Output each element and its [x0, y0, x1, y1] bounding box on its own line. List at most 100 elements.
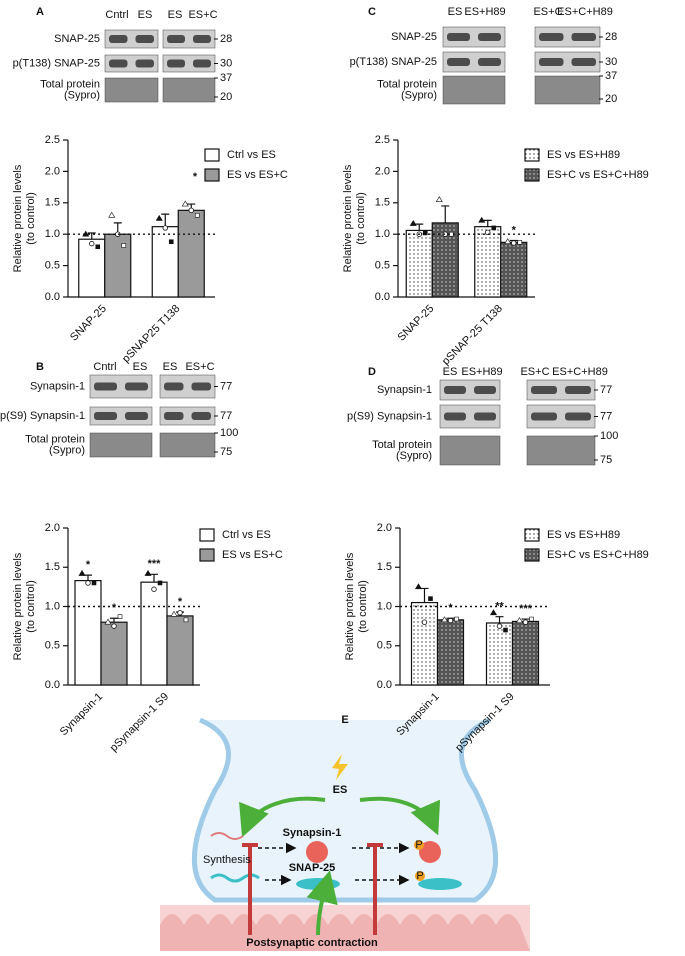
blot-image: [159, 432, 216, 458]
blot-band: [474, 412, 496, 421]
y-tick-label: 1.5: [377, 561, 392, 573]
significance: ***: [148, 558, 162, 570]
marker-label: 77: [220, 410, 232, 422]
legend-label: Ctrl vs ES: [227, 149, 276, 161]
protein-icon: [296, 878, 340, 890]
blot-band: [571, 58, 596, 66]
row-label: Total protein: [25, 433, 85, 445]
point: [170, 610, 178, 617]
point: [121, 243, 127, 248]
row-label: SNAP-25: [391, 31, 437, 43]
lane-label: ES: [138, 9, 153, 21]
blot-band: [474, 386, 496, 394]
process-label: Synthesis: [203, 854, 251, 866]
blot-image: [89, 374, 153, 399]
legend-swatch: [199, 548, 215, 562]
protein-icon: [418, 878, 462, 890]
point: [504, 238, 512, 245]
significance: ***: [519, 603, 533, 615]
point: [85, 580, 91, 586]
panel-letter: B: [36, 361, 44, 373]
point: [447, 617, 454, 624]
row-label: (Sypro): [49, 444, 85, 456]
point: [489, 609, 498, 616]
protein-icon: [306, 841, 328, 863]
blot-image: [439, 379, 501, 401]
error-bar: [441, 205, 450, 223]
x-tick-label: SNAP-25: [68, 303, 109, 344]
point: [181, 200, 189, 207]
lane-label: ES+C: [185, 361, 214, 373]
blot-band: [531, 412, 557, 421]
y-tick-label: 2.0: [45, 522, 60, 534]
lane-label: ES: [133, 361, 148, 373]
y-axis-label: (to control): [25, 192, 37, 245]
marker-label: 75: [600, 454, 612, 466]
lane-label: ES+C+H89: [552, 366, 608, 378]
lane-label: ES+C+H89: [557, 6, 613, 18]
row-label: Total protein: [377, 78, 437, 90]
arrow: [359, 796, 441, 836]
point: [78, 569, 86, 576]
significance: *: [112, 602, 117, 614]
panel-letter: C: [368, 6, 376, 18]
blot-band: [478, 58, 501, 66]
blot-band: [193, 35, 211, 43]
arrow: [306, 870, 338, 936]
y-tick-label: 0.0: [375, 291, 390, 303]
row-label: p(T138) SNAP-25: [350, 56, 437, 68]
protein-icon: [419, 841, 441, 863]
y-axis-label: Relative protein levels: [12, 164, 24, 272]
legend-swatch: [524, 548, 540, 562]
point: [188, 207, 194, 214]
legend-swatch: [204, 148, 220, 162]
bar: [78, 238, 106, 298]
row-label: Total protein: [40, 78, 100, 90]
blot-band: [167, 35, 185, 43]
significance: *: [448, 602, 453, 614]
row-label: Synapsin-1: [377, 384, 432, 396]
legend-label: ES vs ES+C: [222, 549, 283, 561]
lane-label: ES+C: [520, 366, 549, 378]
phospho-icon: [414, 840, 424, 850]
marker-label: 77: [220, 380, 232, 392]
point: [157, 580, 163, 586]
point: [89, 240, 95, 247]
bar: [151, 226, 179, 298]
blot-band: [125, 412, 148, 420]
blot-image: [104, 29, 159, 49]
lane-label: ES+H89: [464, 6, 505, 18]
blot-band: [444, 412, 466, 421]
legend-swatch: [199, 528, 215, 542]
error-bar: [150, 573, 158, 583]
legend-swatch: [204, 168, 220, 182]
marker-label: 37: [220, 72, 232, 84]
marker-label: 28: [220, 33, 232, 45]
point: [95, 244, 101, 250]
legend-swatch: [524, 168, 540, 182]
blot-image: [89, 406, 153, 426]
significance: **: [495, 601, 504, 613]
y-tick-label: 2.0: [377, 522, 392, 534]
point: [454, 616, 459, 622]
blot-band: [193, 59, 211, 68]
blot-image: [442, 75, 506, 105]
blot-band: [565, 386, 591, 394]
point: [511, 240, 517, 246]
y-tick-label: 0.5: [45, 260, 60, 272]
point: [409, 219, 417, 226]
lane-label: ES+C: [533, 6, 562, 18]
lane-label: Cntrl: [105, 9, 128, 21]
lane-label: ES+C: [188, 9, 217, 21]
y-tick-label: 1.0: [45, 228, 60, 240]
bar: [100, 621, 128, 686]
diagram: E ES Synapsin-1 SNAP-25 Synthesis P P Po…: [160, 714, 530, 951]
error-bar: [495, 616, 504, 623]
point: [104, 618, 112, 625]
blot-band: [191, 412, 211, 420]
y-tick-label: 0.0: [377, 679, 392, 691]
row-label: p(S9) Synapsin-1: [0, 410, 85, 422]
blot-band: [531, 386, 557, 394]
point: [91, 580, 97, 586]
